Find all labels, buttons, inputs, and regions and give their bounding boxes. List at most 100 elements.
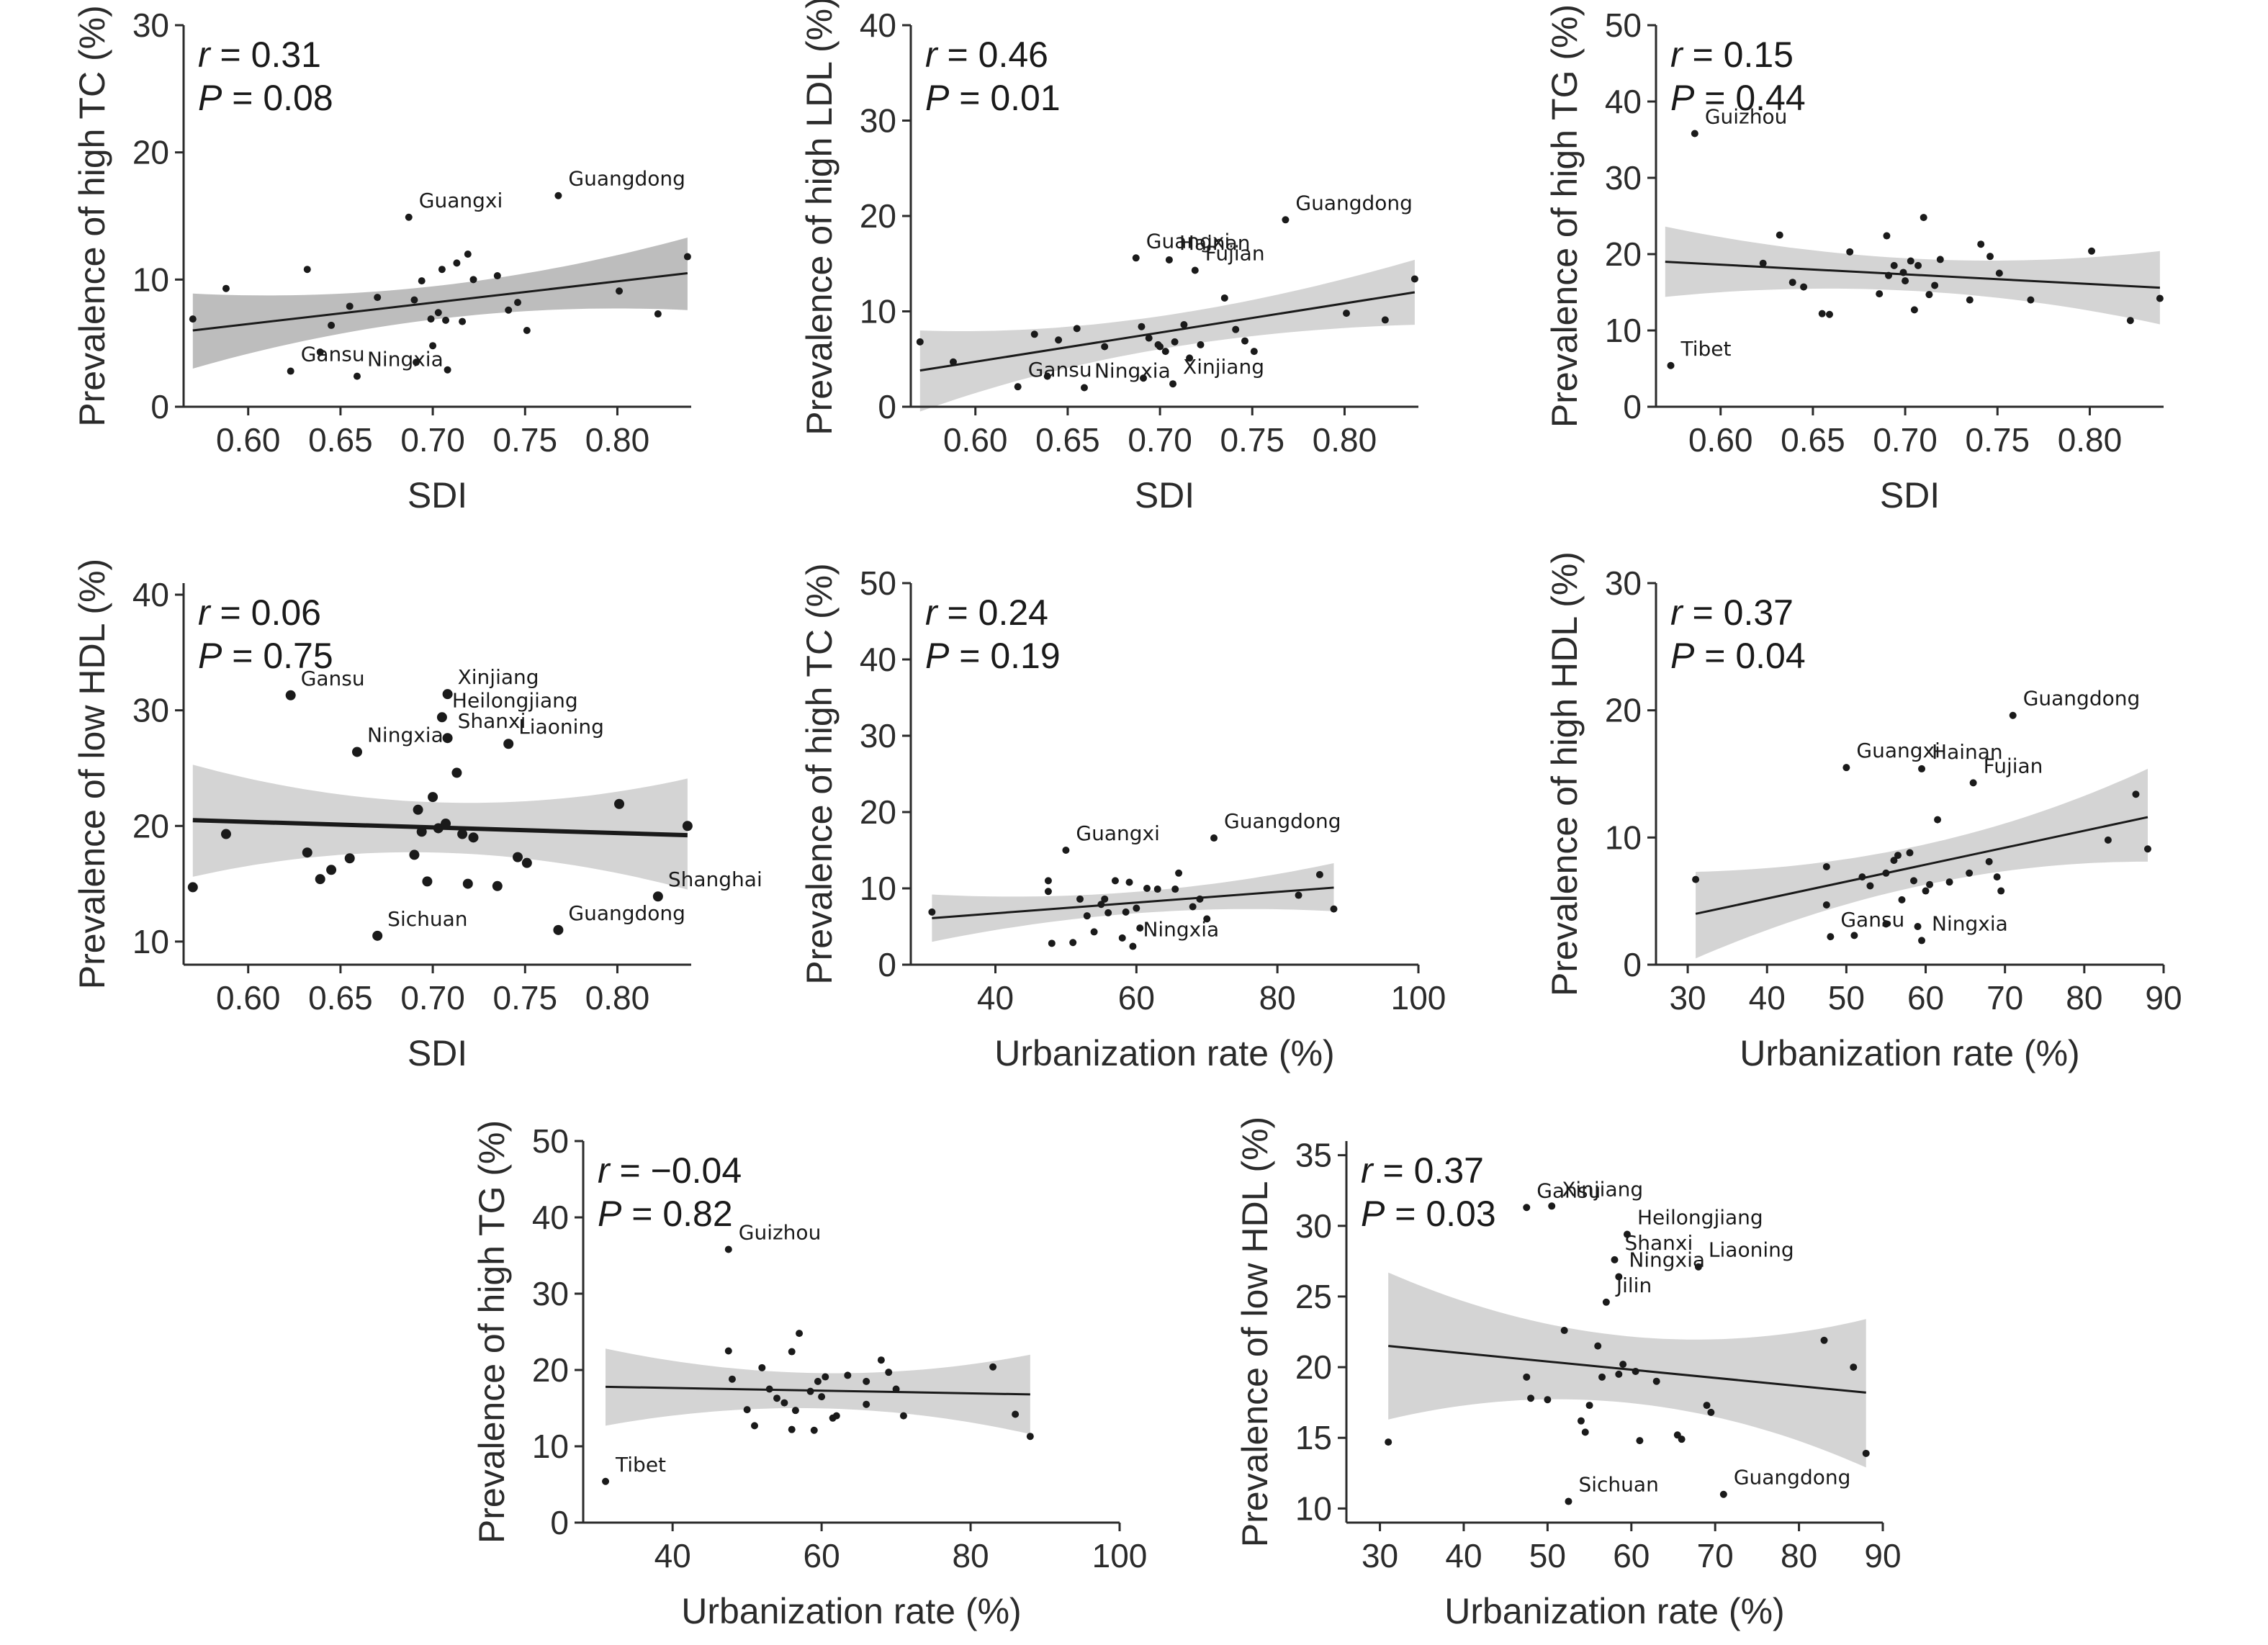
data-point bbox=[1143, 885, 1151, 892]
data-point bbox=[1910, 306, 1918, 314]
r-value-text: r = 0.15 bbox=[1670, 35, 1794, 75]
x-tick-label: 50 bbox=[1828, 979, 1865, 1017]
data-point bbox=[1203, 915, 1211, 923]
data-point bbox=[780, 1399, 788, 1407]
data-point bbox=[1931, 281, 1939, 289]
data-point bbox=[457, 829, 468, 839]
y-tick-label: 20 bbox=[132, 807, 169, 844]
data-point bbox=[1122, 908, 1130, 916]
x-tick-label: 0.60 bbox=[1688, 421, 1753, 459]
point-label: Xinjiang bbox=[1562, 1177, 1643, 1201]
data-point bbox=[1210, 834, 1218, 842]
data-point bbox=[523, 327, 531, 334]
data-point bbox=[1936, 256, 1944, 263]
y-axis-title: Prevalence of high HDL (%) bbox=[1544, 551, 1585, 996]
data-point bbox=[459, 317, 467, 325]
data-point bbox=[1822, 862, 1830, 870]
point-label: Shanxi bbox=[458, 709, 526, 733]
point-label: Guizhou bbox=[739, 1221, 822, 1245]
data-point bbox=[302, 847, 312, 858]
regression-line bbox=[1388, 1345, 1866, 1394]
data-point bbox=[1250, 348, 1258, 356]
y-tick-label: 10 bbox=[860, 870, 896, 907]
data-point bbox=[453, 259, 461, 267]
data-point bbox=[521, 857, 532, 868]
y-tick-label: 50 bbox=[1605, 6, 1642, 44]
data-point bbox=[1220, 294, 1228, 302]
scatter-panel-7: 0 10 20 30 40 50 40 60 80 100 Urbanization rate (%… bbox=[472, 1120, 1147, 1631]
y-tick-label: 35 bbox=[1295, 1137, 1332, 1174]
data-point bbox=[1132, 254, 1140, 262]
point-label: Shanghai bbox=[668, 867, 762, 891]
regression-line bbox=[606, 1385, 1030, 1396]
data-point bbox=[1615, 1370, 1623, 1378]
scatter-panel-6: 0 10 20 30 30 40 50 60 70 80 90 Urbanization rate (… bbox=[1544, 551, 2182, 1073]
data-point bbox=[1385, 1438, 1392, 1446]
x-axis-title: Urbanization rate (%) bbox=[994, 1033, 1334, 1073]
data-point bbox=[1667, 361, 1675, 369]
data-point bbox=[513, 852, 523, 862]
data-point bbox=[1043, 372, 1051, 380]
r-value-text: r = 0.06 bbox=[198, 592, 321, 633]
regression-line bbox=[192, 272, 688, 332]
r-value-text: r = 0.37 bbox=[1361, 1150, 1484, 1191]
data-point bbox=[434, 309, 442, 317]
x-axis-title: Urbanization rate (%) bbox=[1444, 1591, 1784, 1631]
confidence-band bbox=[192, 238, 688, 369]
y-axis-title: Prevalence of high TG (%) bbox=[1544, 4, 1585, 428]
data-point bbox=[1966, 296, 1974, 304]
data-point bbox=[428, 792, 438, 803]
data-point bbox=[832, 1412, 840, 1420]
point-label: Hainan bbox=[1932, 740, 2003, 764]
data-point bbox=[916, 338, 924, 346]
data-point bbox=[468, 832, 479, 843]
data-point bbox=[346, 302, 354, 310]
data-point bbox=[1842, 764, 1850, 772]
p-value-text: P = 0.44 bbox=[1670, 78, 1806, 118]
data-point bbox=[1636, 1437, 1644, 1445]
data-point bbox=[493, 272, 501, 280]
point-label: Guangdong bbox=[1734, 1466, 1851, 1489]
data-point bbox=[462, 878, 473, 889]
y-axis-title: Prevalence of low HDL (%) bbox=[1235, 1117, 1275, 1547]
data-point bbox=[1125, 878, 1133, 886]
data-point bbox=[433, 823, 444, 834]
data-point bbox=[1030, 330, 1038, 338]
data-point bbox=[1876, 290, 1884, 298]
data-point bbox=[844, 1371, 852, 1379]
data-point bbox=[187, 882, 198, 893]
data-point bbox=[1632, 1367, 1639, 1375]
data-point bbox=[2132, 790, 2140, 798]
data-point bbox=[1069, 939, 1077, 947]
data-point bbox=[1985, 857, 1993, 865]
data-point bbox=[1934, 816, 1942, 824]
data-point bbox=[788, 1348, 796, 1356]
y-axis-title: Prevalence of low HDL (%) bbox=[72, 559, 112, 989]
data-point bbox=[1012, 1410, 1020, 1418]
data-point bbox=[1858, 873, 1866, 881]
x-tick-label: 80 bbox=[952, 1537, 989, 1574]
data-point bbox=[1523, 1204, 1531, 1212]
data-point bbox=[1914, 261, 1922, 269]
x-tick-label: 0.80 bbox=[1313, 421, 1377, 459]
data-point bbox=[1902, 277, 1909, 285]
data-point bbox=[1818, 310, 1826, 317]
p-value-text: P = 0.19 bbox=[925, 636, 1061, 676]
x-axis-title: SDI bbox=[1135, 475, 1194, 515]
x-tick-label: 0.65 bbox=[308, 421, 373, 459]
data-point bbox=[2126, 317, 2134, 325]
y-tick-label: 20 bbox=[860, 793, 896, 831]
data-point bbox=[796, 1330, 804, 1338]
data-point bbox=[1907, 257, 1914, 265]
data-point bbox=[1788, 279, 1796, 287]
data-point bbox=[1825, 310, 1833, 318]
data-point bbox=[1180, 321, 1188, 329]
data-point bbox=[1118, 934, 1126, 942]
data-point bbox=[1090, 928, 1098, 936]
y-axis-title: Prevalence of high LDL (%) bbox=[799, 0, 840, 436]
x-tick-label: 0.80 bbox=[585, 979, 650, 1017]
data-point bbox=[1133, 904, 1140, 912]
p-value-text: P = 0.82 bbox=[598, 1194, 733, 1234]
p-value-text: P = 0.08 bbox=[198, 78, 333, 118]
data-point bbox=[683, 253, 691, 261]
